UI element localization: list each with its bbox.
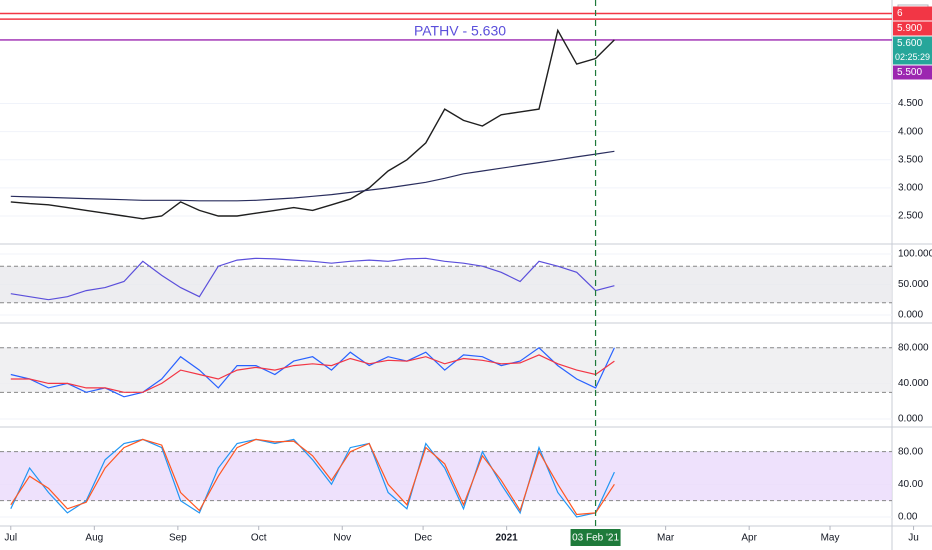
x-tick-label: Aug xyxy=(85,533,103,544)
y-tick-label: 50.000 xyxy=(898,279,929,290)
y-tick-label: 80.000 xyxy=(898,342,929,353)
y-tick-label: 40.000 xyxy=(898,378,929,389)
x-tick-label: Oct xyxy=(251,533,267,544)
price-label: 5.900 xyxy=(897,23,922,34)
y-tick-label: 4.500 xyxy=(898,98,923,109)
x-tick-label: Mar xyxy=(657,533,675,544)
y-tick-label: 0.00 xyxy=(898,512,918,523)
x-tick-label: May xyxy=(821,533,840,544)
price-label-box xyxy=(893,6,932,21)
x-tick-label: Ju xyxy=(908,533,919,544)
y-tick-label: 2.500 xyxy=(898,211,923,222)
band xyxy=(0,347,892,393)
price-label-box xyxy=(893,21,932,36)
x-tick-label: Jul xyxy=(4,533,17,544)
price-label-box xyxy=(893,65,932,80)
y-tick-label: 0.000 xyxy=(898,310,923,321)
annotation: PATHV - 5.630 xyxy=(414,23,506,39)
series-line xyxy=(10,28,615,220)
x-tick-label: Apr xyxy=(741,533,757,544)
y-tick-label: 100.000 xyxy=(898,249,932,260)
countdown: 02:25:29 xyxy=(895,52,930,62)
series-line xyxy=(10,150,615,202)
y-tick-label: 0.000 xyxy=(898,414,923,425)
band xyxy=(0,266,892,303)
y-tick-label: 40.00 xyxy=(898,479,923,490)
series-line xyxy=(10,257,615,301)
series-line xyxy=(10,438,615,516)
crosshair-box xyxy=(570,529,621,546)
y-tick-label: 3.000 xyxy=(898,183,923,194)
series-line xyxy=(10,438,615,518)
x-tick-label: Nov xyxy=(333,533,351,544)
x-tick-label: Sep xyxy=(169,533,187,544)
y-tick-label: 4.000 xyxy=(898,126,923,137)
band xyxy=(0,451,892,501)
x-tick-label: Dec xyxy=(414,533,432,544)
y-tick-label: 3.500 xyxy=(898,154,923,165)
price-label: 5.500 xyxy=(897,67,922,78)
countdown-box xyxy=(893,50,932,65)
x-tick-label: 2021 xyxy=(496,533,519,544)
price-label: 6 xyxy=(897,8,903,19)
crosshair-label: 03 Feb '21 xyxy=(572,533,619,544)
price-label: 5.600 xyxy=(897,38,922,49)
price-label-box xyxy=(893,36,932,51)
y-tick-label: 80.00 xyxy=(898,446,923,457)
series-line xyxy=(10,354,615,393)
